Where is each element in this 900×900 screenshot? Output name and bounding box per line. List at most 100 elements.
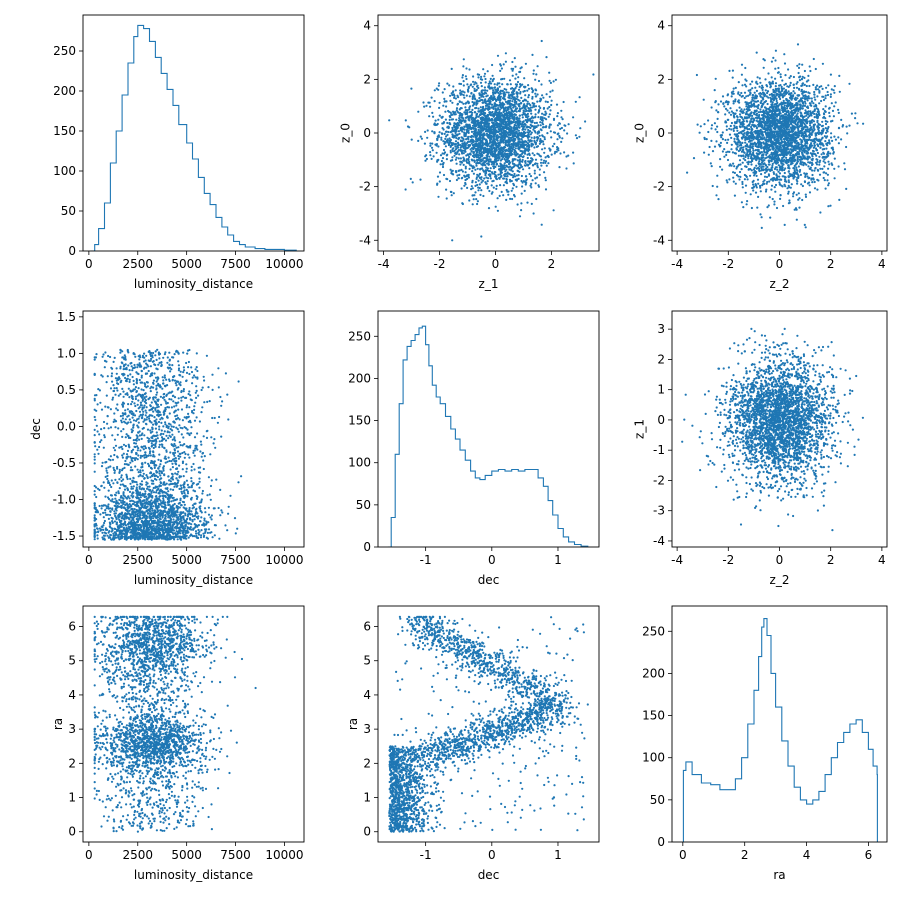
scatter-point xyxy=(542,96,545,99)
scatter-point xyxy=(454,158,457,161)
scatter-point xyxy=(813,123,817,126)
scatter-point xyxy=(448,118,451,121)
scatter-point xyxy=(506,141,509,144)
scatter-point xyxy=(801,97,804,100)
scatter-point xyxy=(731,76,734,79)
scatter-point xyxy=(472,135,475,138)
scatter-point xyxy=(474,129,477,132)
scatter-point xyxy=(404,188,407,191)
scatter-point xyxy=(487,133,491,136)
scatter-point xyxy=(472,93,475,96)
scatter-point xyxy=(449,94,452,97)
scatter-point xyxy=(517,169,520,173)
scatter-point xyxy=(824,94,827,97)
scatter-point xyxy=(490,126,493,129)
scatter-point xyxy=(486,180,489,183)
scatter-point xyxy=(461,116,464,119)
scatter-point xyxy=(433,89,436,92)
scatter-point xyxy=(758,92,761,95)
scatter-point xyxy=(507,138,510,141)
scatter-point xyxy=(492,89,495,92)
scatter-point xyxy=(514,135,517,138)
scatter-point xyxy=(777,66,780,70)
scatter-point xyxy=(514,101,517,104)
scatter-point xyxy=(443,132,446,135)
scatter-point xyxy=(507,150,510,153)
scatter-point xyxy=(492,93,495,96)
scatter-point xyxy=(696,123,699,126)
scatter-point xyxy=(509,148,512,152)
scatter-point xyxy=(703,123,706,126)
scatter-point xyxy=(500,130,503,133)
scatter-point xyxy=(512,131,515,134)
scatter-point xyxy=(462,137,465,140)
scatter-point xyxy=(797,66,801,69)
scatter-point xyxy=(805,118,808,121)
scatter-point xyxy=(492,133,495,137)
x-tick-label: -4 xyxy=(378,257,390,271)
scatter-point xyxy=(755,186,758,189)
scatter-point xyxy=(520,150,523,153)
scatter-point xyxy=(538,105,541,108)
scatter-point xyxy=(510,122,513,125)
scatter-point xyxy=(502,184,505,187)
scatter-point xyxy=(740,73,744,76)
scatter-point xyxy=(465,138,468,141)
scatter-point xyxy=(517,174,520,177)
scatter-point xyxy=(758,165,761,168)
scatter-point xyxy=(471,95,474,98)
scatter-point xyxy=(753,174,756,177)
scatter-point xyxy=(753,119,756,122)
scatter-point xyxy=(733,133,736,136)
scatter-point xyxy=(821,167,824,170)
scatter-point xyxy=(483,161,486,164)
scatter-point xyxy=(543,138,546,141)
scatter-point xyxy=(747,123,751,127)
scatter-point xyxy=(798,206,801,209)
scatter-point xyxy=(525,120,528,123)
scatter-point xyxy=(803,115,806,118)
scatter-point xyxy=(750,139,753,142)
scatter-point xyxy=(449,151,452,154)
scatter-point xyxy=(795,114,798,117)
scatter-point xyxy=(545,56,548,59)
scatter-point xyxy=(519,133,522,136)
scatter-point xyxy=(519,153,522,156)
scatter-point xyxy=(533,125,537,128)
scatter-point xyxy=(763,175,767,178)
scatter-point xyxy=(460,177,463,180)
scatter-point xyxy=(462,163,465,166)
scatter-point xyxy=(541,121,544,124)
scatter-point xyxy=(480,118,483,121)
scatter-point xyxy=(795,139,798,143)
scatter-point xyxy=(555,103,559,106)
scatter-point xyxy=(843,168,847,171)
scatter-point xyxy=(420,137,423,140)
scatter-point xyxy=(480,181,483,184)
scatter-point xyxy=(496,209,499,212)
scatter-point xyxy=(477,189,480,192)
scatter-point xyxy=(466,126,469,129)
scatter-point xyxy=(465,132,468,135)
scatter-point xyxy=(490,163,493,166)
scatter-point xyxy=(772,56,775,60)
scatter-point xyxy=(517,147,520,150)
scatter-point xyxy=(515,164,518,167)
scatter-point xyxy=(799,138,802,141)
scatter-point xyxy=(505,111,508,114)
scatter-point xyxy=(772,130,775,133)
scatter-point xyxy=(736,133,739,136)
scatter-point xyxy=(464,165,467,168)
scatter-point xyxy=(754,86,757,89)
scatter-point xyxy=(510,115,514,118)
scatter-point xyxy=(807,116,810,119)
scatter-point xyxy=(440,132,443,135)
scatter-point xyxy=(543,171,546,174)
scatter-point xyxy=(445,158,448,161)
scatter-point xyxy=(812,177,815,180)
scatter-point xyxy=(487,177,490,180)
scatter-point xyxy=(810,142,813,145)
scatter-point xyxy=(469,84,472,87)
scatter-point xyxy=(801,107,804,110)
scatter-point xyxy=(433,122,436,125)
